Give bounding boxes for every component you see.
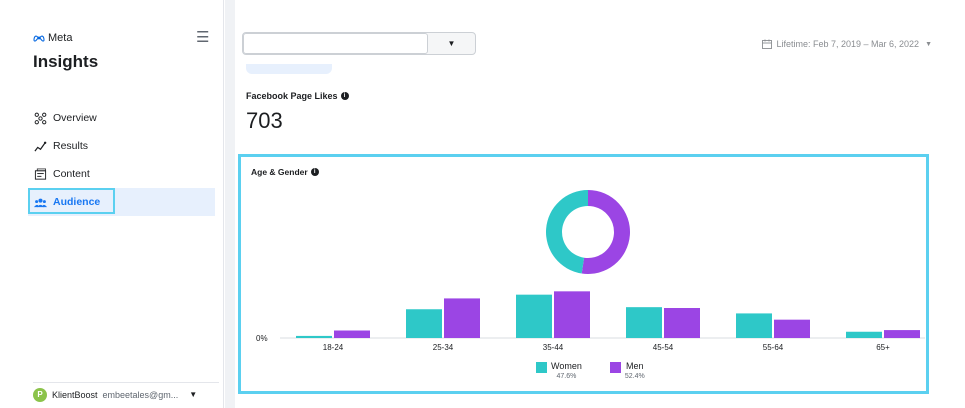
overview-icon [34,112,47,124]
legend-label: Men [626,361,644,371]
bar-men-25-34 [444,298,480,338]
bar-women-65+ [846,331,882,338]
content-icon [34,168,47,180]
x-tick-label: 18-24 [323,343,344,352]
chevron-down-icon: ▼ [189,390,198,399]
page-likes-value: 703 [246,108,283,133]
bar-women-18-24 [296,335,332,338]
bar-men-55-64 [774,319,810,338]
audience-highlight [28,188,115,214]
legend-percent: 47.6% [556,373,577,380]
account-name: KlientBoost [52,389,98,400]
meta-brand: Meta [33,32,72,44]
meta-logo-icon [33,35,45,42]
date-range-picker[interactable]: Lifetime: Feb 7, 2019 – Mar 6, 2022 ▼ [762,39,932,49]
page-select-input[interactable] [243,33,428,54]
donut-slice-women [546,190,588,274]
x-tick-label: 35-44 [543,343,564,352]
legend-item-men[interactable]: Men 52.4% [609,361,645,380]
bar-women-35-44 [516,294,552,338]
info-icon[interactable]: i [340,92,349,100]
page-title: Insights [33,52,99,71]
donut-slice-men [581,190,630,274]
account-switcher[interactable]: P KlientBoost embeetales@gm... ▼ [33,382,219,406]
tab-placeholder[interactable] [246,64,332,74]
x-tick-label: 45-54 [653,343,674,352]
chevron-down-icon[interactable]: ▼ [447,39,456,48]
sidebar-item-label: Audience [53,196,101,208]
sidebar-nav: Overview Results Content [28,104,215,216]
sidebar: Meta ☰ Insights Overview Results [0,0,224,408]
date-range-label: Lifetime: Feb 7, 2019 – Mar 6, 2022 [776,39,920,49]
age-gender-title: Age & Gender i [251,167,319,177]
chart-legend: Women 47.6% Men 52.4% [536,361,645,380]
legend-item-women[interactable]: Women 47.6% [536,361,582,380]
bar-women-55-64 [736,313,772,338]
content-gutter [225,0,235,408]
page-likes-label: Facebook Page Likes i [246,91,349,101]
audience-icon [34,198,47,207]
legend-label: Women [551,361,582,371]
legend-swatch-men [609,362,621,373]
sidebar-item-results[interactable]: Results [28,132,215,160]
brand-label: Meta [48,32,73,44]
bar-men-65+ [884,330,920,338]
sidebar-item-content[interactable]: Content [28,160,215,188]
page-selector[interactable]: ▼ [242,32,476,55]
info-icon[interactable]: i [310,168,319,176]
legend-percent: 52.4% [624,373,645,380]
sidebar-item-label: Results [53,140,89,152]
x-tick-label: 65+ [876,343,890,352]
page-likes-title: Facebook Page Likes [246,91,338,101]
sidebar-item-overview[interactable]: Overview [28,104,215,132]
bar-men-18-24 [334,330,370,338]
sidebar-item-label: Overview [53,112,97,124]
menu-icon[interactable]: ☰ [196,29,210,46]
results-icon [34,141,47,152]
calendar-icon [762,39,773,49]
avatar: P [33,387,47,402]
legend-swatch-women [536,362,547,373]
bar-women-25-34 [406,309,442,338]
x-tick-label: 25-34 [433,343,454,352]
chevron-down-icon: ▼ [925,40,932,48]
account-email: embeetales@gm... [102,389,179,400]
bar-men-45-54 [664,308,700,338]
age-gender-chart: 0% 18-24 25-34 35-44 45-54 55-64 65+ [256,190,925,352]
sidebar-item-audience[interactable]: Audience [28,188,215,216]
sidebar-item-label: Content [53,168,90,180]
bar-women-45-54 [626,307,662,338]
x-tick-label: 55-64 [763,343,784,352]
age-gender-label: Age & Gender [251,167,308,177]
bar-men-35-44 [554,291,590,338]
y-tick-label: 0% [256,334,268,343]
